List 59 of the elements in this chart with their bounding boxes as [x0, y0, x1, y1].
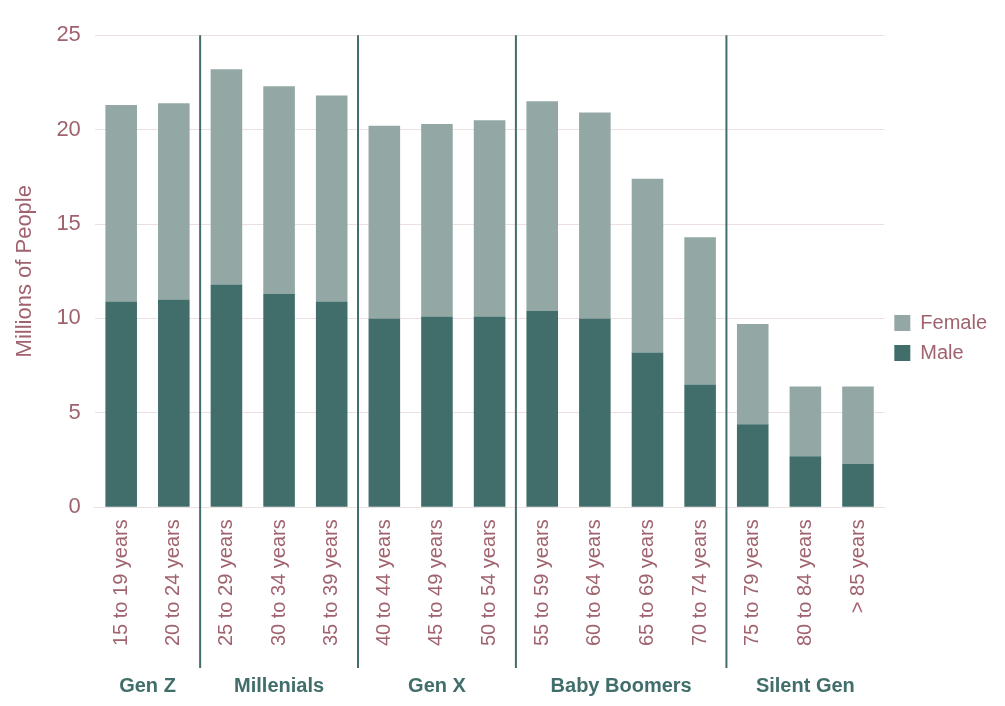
bar	[579, 318, 611, 507]
bar	[158, 103, 190, 300]
bar	[158, 299, 190, 507]
bar	[684, 384, 716, 507]
bar	[473, 120, 506, 317]
bar	[315, 301, 348, 507]
y-axis-title: Millions of People	[11, 185, 37, 358]
bar	[105, 301, 137, 507]
y-tick-label: 10	[56, 304, 81, 330]
text: Gen Z	[119, 673, 176, 696]
x-tick-label: 65 to 69 years	[634, 519, 657, 646]
x-tick-label: 70 to 74 years	[687, 519, 710, 646]
y-tick-label: 15	[56, 210, 81, 236]
bar	[842, 386, 874, 464]
bar	[421, 316, 453, 507]
x-tick-label: 80 to 84 years	[792, 519, 815, 646]
bar	[263, 86, 295, 294]
bar	[105, 105, 137, 302]
x-tick-label: 20 to 24 years	[161, 519, 184, 646]
bar	[421, 123, 453, 317]
bar	[631, 352, 664, 507]
legend-label: Male	[920, 340, 964, 363]
bar	[789, 456, 822, 507]
x-tick-label: 40 to 44 years	[371, 519, 394, 646]
bar	[473, 316, 506, 507]
x-tick-label: > 85 years	[845, 519, 868, 614]
bar	[368, 318, 401, 507]
bar	[736, 324, 769, 425]
bar	[579, 112, 611, 319]
text: Baby Boomers	[550, 673, 692, 696]
text: Gen X	[408, 673, 467, 696]
x-tick-label: 75 to 79 years	[740, 519, 763, 646]
x-tick-label: 25 to 29 years	[213, 519, 236, 646]
bar	[263, 293, 295, 507]
x-tick-label: 45 to 49 years	[424, 519, 447, 646]
x-tick-label: 15 to 19 years	[108, 519, 131, 646]
bar	[315, 95, 348, 302]
x-tick-label: 35 to 39 years	[319, 519, 342, 646]
bar	[210, 69, 243, 285]
y-tick-label: 20	[56, 115, 81, 141]
x-tick-label: 30 to 34 years	[266, 519, 289, 646]
x-tick-label: 55 to 59 years	[529, 519, 552, 646]
text: Silent Gen	[755, 673, 855, 696]
bar	[631, 178, 664, 353]
bar	[736, 424, 769, 507]
bar	[842, 463, 874, 507]
bar	[789, 386, 822, 457]
x-tick-label: 50 to 54 years	[477, 519, 500, 646]
x-tick-label: 60 to 64 years	[582, 519, 605, 646]
bar	[526, 310, 559, 507]
text: Millenials	[234, 673, 325, 696]
bar	[210, 284, 243, 507]
bar	[368, 125, 401, 319]
y-tick-label: 25	[56, 21, 81, 47]
y-tick-label: 5	[68, 398, 81, 424]
y-tick-label: 0	[68, 493, 81, 519]
bar	[526, 101, 559, 311]
bar	[684, 237, 716, 385]
legend-label: Female	[920, 310, 988, 333]
